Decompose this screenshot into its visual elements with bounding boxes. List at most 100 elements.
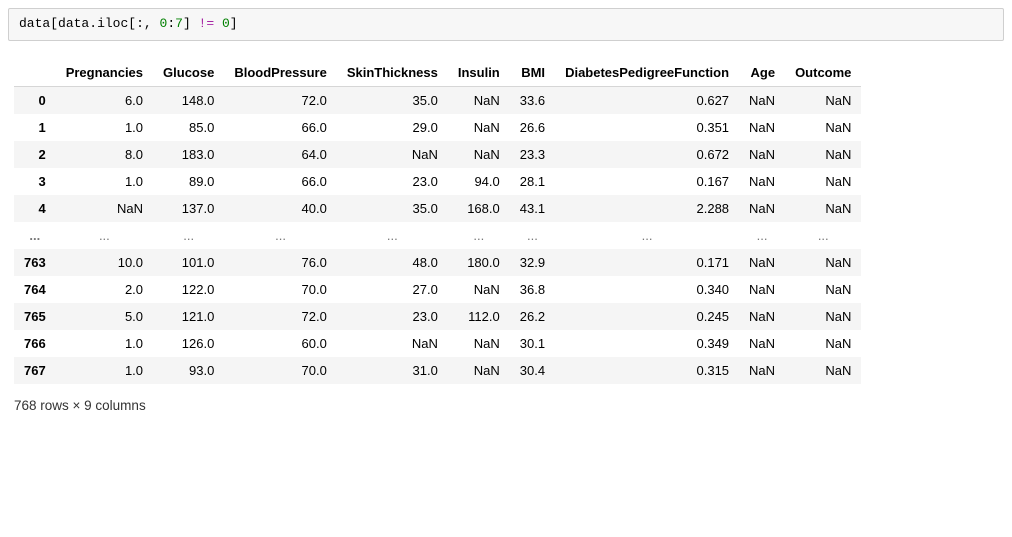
table-cell: NaN xyxy=(785,195,861,222)
code-token: 7 xyxy=(175,16,183,31)
table-cell: 6.0 xyxy=(56,86,153,114)
code-token: data xyxy=(19,16,50,31)
table-cell: NaN xyxy=(739,249,785,276)
dataframe-header: PregnanciesGlucoseBloodPressureSkinThick… xyxy=(14,59,861,87)
table-cell: 0.245 xyxy=(555,303,739,330)
table-cell: 5.0 xyxy=(56,303,153,330)
ellipsis-cell: ... xyxy=(510,222,555,249)
table-cell: NaN xyxy=(739,195,785,222)
table-cell: 23.0 xyxy=(337,168,448,195)
ellipsis-cell: ... xyxy=(785,222,861,249)
code-token: 0 xyxy=(222,16,230,31)
table-row: 28.0183.064.0NaNNaN23.30.672NaNNaN xyxy=(14,141,861,168)
row-index: 0 xyxy=(14,86,56,114)
column-header: Age xyxy=(739,59,785,87)
dataframe-shape-caption: 768 rows × 9 columns xyxy=(14,398,1004,413)
table-cell: NaN xyxy=(785,330,861,357)
table-cell: 1.0 xyxy=(56,114,153,141)
row-index: 765 xyxy=(14,303,56,330)
table-cell: NaN xyxy=(739,330,785,357)
table-cell: 0.672 xyxy=(555,141,739,168)
table-cell: 180.0 xyxy=(448,249,510,276)
table-cell: NaN xyxy=(448,330,510,357)
table-cell: 32.9 xyxy=(510,249,555,276)
table-cell: NaN xyxy=(785,249,861,276)
table-cell: NaN xyxy=(785,276,861,303)
table-cell: 2.0 xyxy=(56,276,153,303)
row-index: 764 xyxy=(14,276,56,303)
table-row: 31.089.066.023.094.028.10.167NaNNaN xyxy=(14,168,861,195)
table-cell: 26.6 xyxy=(510,114,555,141)
ellipsis-cell: ... xyxy=(448,222,510,249)
table-cell: 93.0 xyxy=(153,357,224,384)
table-cell: 70.0 xyxy=(224,357,336,384)
table-row: 7642.0122.070.027.0NaN36.80.340NaNNaN xyxy=(14,276,861,303)
table-cell: 1.0 xyxy=(56,357,153,384)
table-cell: 137.0 xyxy=(153,195,224,222)
column-header: Pregnancies xyxy=(56,59,153,87)
row-index: 3 xyxy=(14,168,56,195)
row-index: 4 xyxy=(14,195,56,222)
table-cell: 0.627 xyxy=(555,86,739,114)
table-cell: 30.1 xyxy=(510,330,555,357)
table-cell: NaN xyxy=(785,303,861,330)
ellipsis-index: ... xyxy=(14,222,56,249)
dataframe-corner xyxy=(14,59,56,87)
column-header: SkinThickness xyxy=(337,59,448,87)
table-cell: 70.0 xyxy=(224,276,336,303)
table-cell: 64.0 xyxy=(224,141,336,168)
table-cell: NaN xyxy=(739,168,785,195)
table-cell: NaN xyxy=(448,276,510,303)
table-cell: 28.1 xyxy=(510,168,555,195)
table-cell: 148.0 xyxy=(153,86,224,114)
table-cell: 35.0 xyxy=(337,195,448,222)
ellipsis-cell: ... xyxy=(56,222,153,249)
table-row: 11.085.066.029.0NaN26.60.351NaNNaN xyxy=(14,114,861,141)
table-cell: NaN xyxy=(739,141,785,168)
table-cell: NaN xyxy=(739,86,785,114)
table-cell: 76.0 xyxy=(224,249,336,276)
table-cell: 85.0 xyxy=(153,114,224,141)
table-cell: 1.0 xyxy=(56,168,153,195)
table-cell: 168.0 xyxy=(448,195,510,222)
code-input-cell[interactable]: data[data.iloc[:, 0:7] != 0] xyxy=(8,8,1004,41)
ellipsis-cell: ... xyxy=(153,222,224,249)
table-cell: NaN xyxy=(448,141,510,168)
ellipsis-row: .............................. xyxy=(14,222,861,249)
column-header: Insulin xyxy=(448,59,510,87)
row-index: 1 xyxy=(14,114,56,141)
table-cell: 30.4 xyxy=(510,357,555,384)
table-cell: 27.0 xyxy=(337,276,448,303)
table-cell: NaN xyxy=(337,141,448,168)
table-cell: 33.6 xyxy=(510,86,555,114)
table-cell: 0.351 xyxy=(555,114,739,141)
ellipsis-cell: ... xyxy=(337,222,448,249)
code-token: . xyxy=(89,16,97,31)
table-cell: 35.0 xyxy=(337,86,448,114)
table-cell: NaN xyxy=(448,86,510,114)
column-header: Outcome xyxy=(785,59,861,87)
table-cell: 89.0 xyxy=(153,168,224,195)
table-cell: NaN xyxy=(739,357,785,384)
table-cell: NaN xyxy=(785,357,861,384)
table-row: 06.0148.072.035.0NaN33.60.627NaNNaN xyxy=(14,86,861,114)
table-cell: NaN xyxy=(785,168,861,195)
row-index: 763 xyxy=(14,249,56,276)
table-cell: 31.0 xyxy=(337,357,448,384)
code-token: != xyxy=(199,16,215,31)
code-token: ] xyxy=(230,16,238,31)
table-cell: NaN xyxy=(56,195,153,222)
table-cell: 1.0 xyxy=(56,330,153,357)
dataframe-body: 06.0148.072.035.0NaN33.60.627NaNNaN11.08… xyxy=(14,86,861,384)
table-cell: 72.0 xyxy=(224,303,336,330)
table-cell: 94.0 xyxy=(448,168,510,195)
table-cell: 0.315 xyxy=(555,357,739,384)
table-cell: 101.0 xyxy=(153,249,224,276)
row-index: 2 xyxy=(14,141,56,168)
table-cell: 2.288 xyxy=(555,195,739,222)
table-row: 4NaN137.040.035.0168.043.12.288NaNNaN xyxy=(14,195,861,222)
table-cell: 183.0 xyxy=(153,141,224,168)
table-cell: NaN xyxy=(739,276,785,303)
table-cell: 0.171 xyxy=(555,249,739,276)
table-cell: 60.0 xyxy=(224,330,336,357)
